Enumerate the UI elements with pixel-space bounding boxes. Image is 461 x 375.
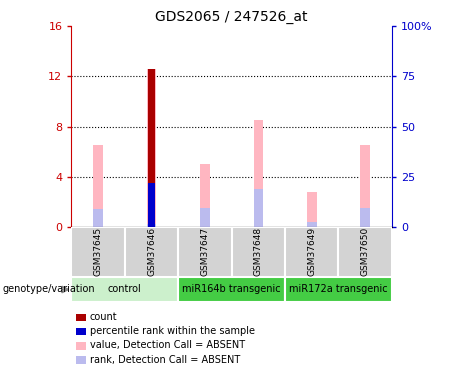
Bar [147, 69, 156, 227]
FancyBboxPatch shape [285, 277, 392, 302]
Title: GDS2065 / 247526_at: GDS2065 / 247526_at [155, 10, 308, 24]
FancyBboxPatch shape [231, 227, 285, 277]
FancyBboxPatch shape [338, 227, 392, 277]
Bar [200, 208, 210, 227]
Bar [200, 164, 210, 227]
Bar [254, 189, 263, 227]
FancyBboxPatch shape [285, 227, 338, 277]
Bar [93, 209, 103, 227]
FancyBboxPatch shape [125, 227, 178, 277]
Bar [361, 146, 370, 227]
FancyBboxPatch shape [71, 277, 178, 302]
Text: GSM37648: GSM37648 [254, 227, 263, 276]
FancyBboxPatch shape [178, 277, 285, 302]
Text: count: count [90, 312, 118, 322]
Bar [254, 120, 263, 227]
Bar [147, 224, 156, 227]
Text: control: control [108, 284, 142, 294]
Text: GSM37647: GSM37647 [201, 227, 209, 276]
Text: percentile rank within the sample: percentile rank within the sample [90, 326, 255, 336]
Text: GSM37646: GSM37646 [147, 227, 156, 276]
Bar [148, 69, 155, 227]
Text: value, Detection Call = ABSENT: value, Detection Call = ABSENT [90, 340, 245, 350]
Text: GSM37645: GSM37645 [94, 227, 103, 276]
Bar [93, 146, 103, 227]
Text: GSM37649: GSM37649 [307, 227, 316, 276]
Text: rank, Detection Call = ABSENT: rank, Detection Call = ABSENT [90, 355, 240, 364]
Bar [307, 222, 317, 227]
FancyBboxPatch shape [178, 227, 231, 277]
Text: miR172a transgenic: miR172a transgenic [289, 284, 388, 294]
FancyBboxPatch shape [71, 227, 125, 277]
Bar [361, 208, 370, 227]
Text: miR164b transgenic: miR164b transgenic [183, 284, 281, 294]
Bar [148, 183, 155, 227]
Text: genotype/variation: genotype/variation [2, 285, 95, 294]
Bar [307, 192, 317, 227]
Text: GSM37650: GSM37650 [361, 227, 370, 276]
